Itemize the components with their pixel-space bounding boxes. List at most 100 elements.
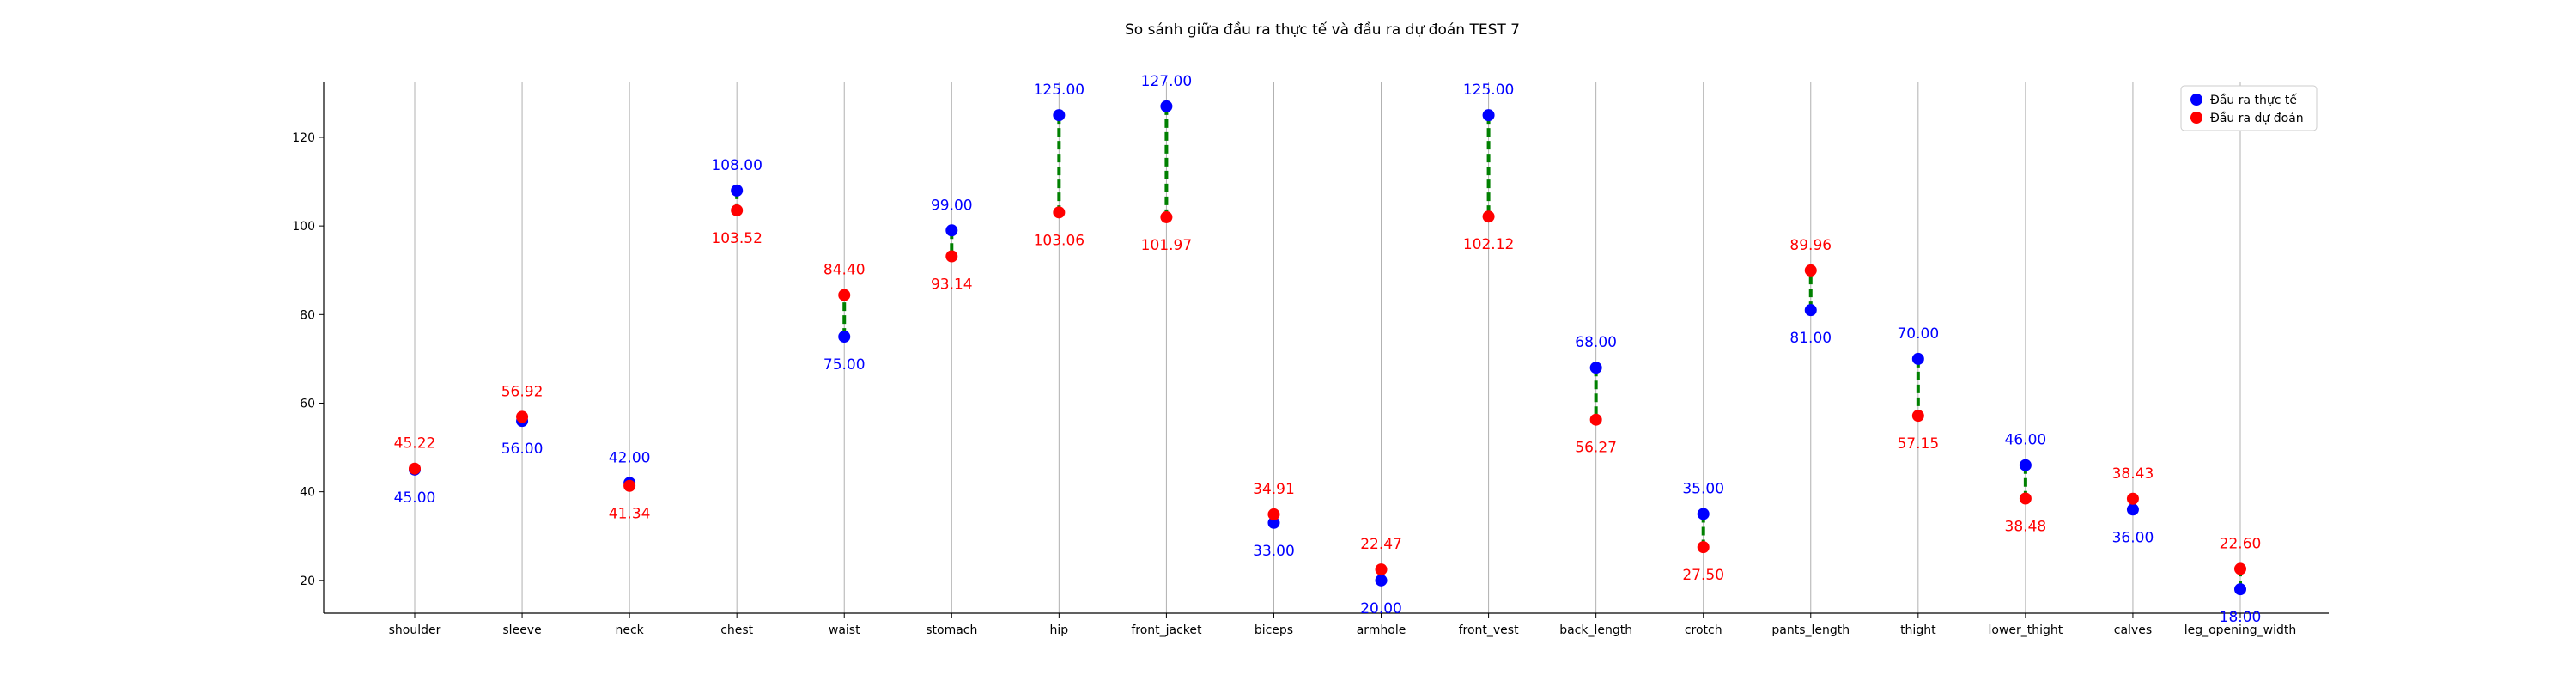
predicted-point bbox=[1697, 541, 1710, 554]
predicted-point bbox=[409, 462, 421, 475]
predicted-value-label: 41.34 bbox=[609, 506, 651, 523]
predicted-value-label: 103.06 bbox=[1034, 232, 1084, 249]
predicted-point bbox=[1911, 410, 1924, 423]
predicted-value-label: 89.96 bbox=[1789, 237, 1832, 254]
data-points bbox=[409, 100, 2246, 596]
x-tick-label: waist bbox=[829, 623, 860, 637]
x-tick-label: shoulder bbox=[389, 623, 441, 637]
predicted-point bbox=[1375, 563, 1388, 576]
actual-value-label: 42.00 bbox=[609, 449, 651, 466]
predicted-value-label: 22.60 bbox=[2220, 535, 2262, 552]
y-tick-label: 40 bbox=[300, 486, 315, 500]
axes bbox=[323, 82, 2329, 614]
x-tick-label: front_jacket bbox=[1131, 623, 1202, 637]
actual-value-label: 70.00 bbox=[1897, 325, 1939, 343]
actual-value-label: 108.00 bbox=[711, 157, 762, 174]
x-tick-label: back_length bbox=[1559, 623, 1632, 637]
y-tick-label: 60 bbox=[300, 397, 315, 410]
legend: Đầu ra thực tế Đầu ra dự đoán bbox=[2180, 85, 2318, 131]
predicted-value-label: 57.15 bbox=[1897, 435, 1939, 453]
x-tick-label: chest bbox=[720, 623, 753, 637]
predicted-point bbox=[2234, 562, 2246, 575]
x-tick-label: calves bbox=[2114, 623, 2152, 637]
actual-value-label: 20.00 bbox=[1360, 600, 1402, 617]
predicted-point bbox=[1160, 210, 1173, 223]
actual-point bbox=[1911, 352, 1924, 365]
predicted-value-label: 22.47 bbox=[1360, 536, 1402, 553]
predicted-value-label: 45.22 bbox=[394, 435, 436, 453]
x-tick-label: leg_opening_width bbox=[2184, 623, 2297, 637]
x-tick-label: thight bbox=[1900, 623, 1936, 637]
x-tick-label: sleeve bbox=[502, 623, 541, 637]
x-tick-label: lower_thight bbox=[1988, 623, 2063, 637]
x-tick-label: hip bbox=[1050, 623, 1069, 637]
predicted-point bbox=[838, 289, 851, 301]
legend-label-predicted: Đầu ra dự đoán bbox=[2210, 112, 2304, 125]
predicted-value-label: 38.48 bbox=[2005, 518, 2047, 535]
predicted-point bbox=[1267, 508, 1280, 520]
predicted-point bbox=[623, 479, 636, 492]
x-tick-label: armhole bbox=[1357, 623, 1406, 637]
x-ticks: shoulder sleeve neck chest waist stomach hip fr… bbox=[389, 613, 2297, 637]
x-tick-label: crotch bbox=[1685, 623, 1722, 637]
x-tick-label: pants_length bbox=[1771, 623, 1850, 637]
actual-point bbox=[2234, 583, 2246, 596]
data-labels: 45.00 45.22 56.00 56.92 42.00 41.34 108.00 103.… bbox=[394, 73, 2262, 626]
y-ticks: 20 40 60 80 100 120 bbox=[292, 131, 324, 588]
actual-point bbox=[945, 224, 958, 237]
predicted-value-label: 34.91 bbox=[1253, 481, 1295, 498]
predicted-point bbox=[1589, 413, 1602, 426]
actual-point bbox=[2126, 503, 2139, 516]
predicted-point bbox=[945, 250, 958, 263]
legend-marker-predicted bbox=[2190, 112, 2202, 124]
x-tick-label: neck bbox=[615, 623, 644, 637]
predicted-value-label: 102.12 bbox=[1463, 236, 1514, 253]
actual-value-label: 46.00 bbox=[2005, 432, 2047, 449]
actual-point bbox=[1589, 362, 1602, 374]
predicted-value-label: 38.43 bbox=[2112, 465, 2154, 483]
actual-point bbox=[1482, 109, 1495, 122]
y-tick-label: 100 bbox=[292, 220, 315, 234]
actual-point bbox=[838, 331, 851, 344]
predicted-value-label: 56.27 bbox=[1575, 440, 1617, 457]
actual-value-label: 45.00 bbox=[394, 489, 436, 507]
x-tick-label: biceps bbox=[1255, 623, 1293, 637]
actual-point bbox=[1375, 574, 1388, 587]
x-tick-label: stomach bbox=[926, 623, 977, 637]
connectors bbox=[413, 106, 2242, 590]
predicted-value-label: 93.14 bbox=[931, 277, 973, 294]
predicted-value-label: 27.50 bbox=[1682, 567, 1724, 584]
actual-point bbox=[1697, 508, 1710, 520]
actual-point bbox=[1267, 516, 1280, 529]
grid bbox=[414, 82, 2241, 613]
legend-marker-actual bbox=[2190, 94, 2202, 106]
predicted-point bbox=[1482, 210, 1495, 223]
predicted-value-label: 103.52 bbox=[711, 230, 762, 247]
actual-point bbox=[1160, 100, 1173, 112]
x-tick-label: front_vest bbox=[1459, 623, 1519, 637]
actual-point bbox=[2019, 459, 2032, 471]
actual-value-label: 68.00 bbox=[1575, 334, 1617, 351]
actual-value-label: 127.00 bbox=[1141, 73, 1192, 90]
y-tick-label: 80 bbox=[300, 308, 315, 322]
actual-point bbox=[1053, 109, 1066, 122]
actual-value-label: 56.00 bbox=[501, 441, 544, 458]
chart-title: So sánh giữa đầu ra thực tế và đầu ra dự… bbox=[1125, 21, 1520, 39]
actual-value-label: 99.00 bbox=[931, 197, 973, 214]
actual-value-label: 18.00 bbox=[2220, 609, 2262, 626]
actual-value-label: 35.00 bbox=[1682, 480, 1724, 497]
y-tick-label: 20 bbox=[300, 575, 315, 588]
legend-box bbox=[2180, 85, 2318, 131]
predicted-value-label: 84.40 bbox=[823, 262, 866, 279]
actual-value-label: 125.00 bbox=[1463, 82, 1514, 99]
predicted-point bbox=[2019, 492, 2032, 505]
legend-label-actual: Đầu ra thực tế bbox=[2210, 93, 2297, 107]
actual-value-label: 81.00 bbox=[1789, 330, 1832, 347]
predicted-point bbox=[1804, 264, 1817, 277]
actual-value-label: 36.00 bbox=[2112, 529, 2154, 546]
actual-value-label: 125.00 bbox=[1034, 82, 1084, 99]
predicted-point bbox=[1053, 206, 1066, 219]
actual-value-label: 33.00 bbox=[1253, 543, 1295, 560]
predicted-value-label: 56.92 bbox=[501, 383, 544, 400]
